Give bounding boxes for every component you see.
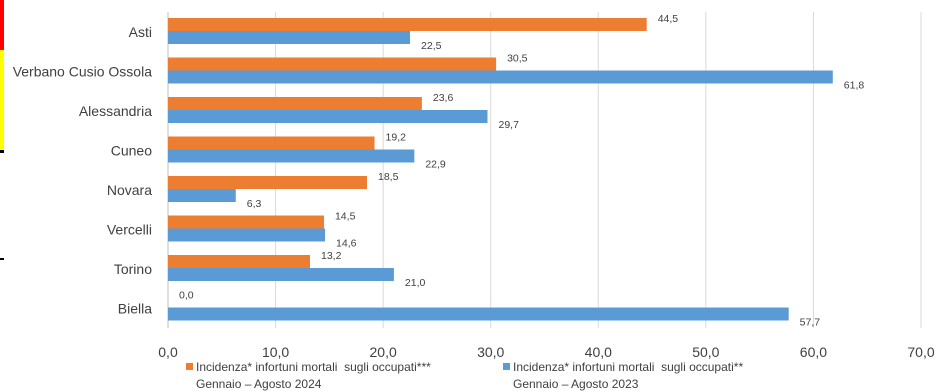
x-tick-label: 60,0: [800, 344, 827, 360]
data-label: 57,7: [800, 317, 821, 329]
legend-label: Incidenza* infortuni mortali sugli occup…: [513, 360, 743, 374]
data-label: 14,5: [335, 211, 356, 223]
bar-2023: [168, 31, 411, 44]
category-label: Torino: [114, 261, 152, 277]
bar-2024: [168, 176, 368, 189]
category-label: Cuneo: [111, 142, 152, 158]
bar-2024: [168, 97, 422, 110]
category-label: Verbano Cusio Ossola: [13, 63, 153, 79]
data-label: 13,2: [321, 250, 342, 262]
legend-period: Gennaio – Agosto 2024: [196, 377, 322, 391]
category-label: Alessandria: [79, 103, 152, 119]
bar-2023: [168, 268, 394, 281]
category-label: Biella: [118, 300, 152, 316]
data-label: 0,0: [179, 290, 194, 302]
legend-label: Incidenza* infortuni mortali sugli occup…: [196, 360, 431, 374]
data-label: 23,6: [433, 92, 454, 104]
data-label: 30,5: [507, 53, 528, 65]
category-label: Vercelli: [107, 221, 152, 237]
bar-2024: [168, 255, 310, 268]
bar-2023: [168, 70, 833, 84]
x-tick-label: 50,0: [692, 344, 719, 360]
x-tick-label: 20,0: [370, 344, 397, 360]
bar-2024: [168, 136, 375, 150]
bar-2024: [168, 57, 497, 71]
data-label: 18,5: [378, 171, 399, 183]
data-label: 29,7: [498, 119, 519, 131]
bar-2023: [168, 189, 236, 202]
data-label: 22,5: [421, 40, 442, 52]
legend-period: Gennaio – Agosto 2023: [513, 377, 639, 391]
data-label: 61,8: [844, 80, 865, 92]
edge-color-strip: [0, 0, 4, 391]
data-label: 14,6: [336, 238, 357, 250]
x-tick-label: 10,0: [262, 344, 289, 360]
x-tick-label: 40,0: [585, 344, 612, 360]
bar-2023: [168, 307, 789, 321]
x-tick-label: 70,0: [907, 344, 934, 360]
bar-2024: [168, 215, 324, 229]
bar-2023: [168, 110, 488, 123]
bar-2023: [168, 228, 326, 242]
data-label: 44,5: [658, 13, 679, 25]
bar-2023: [168, 149, 415, 163]
data-label: 19,2: [386, 132, 407, 144]
category-label: Asti: [129, 24, 152, 40]
data-label: 22,9: [425, 159, 446, 171]
x-tick-label: 0,0: [158, 344, 178, 360]
x-tick-label: 30,0: [477, 344, 504, 360]
legend-swatch: [503, 363, 510, 370]
data-label: 6,3: [247, 198, 262, 210]
category-label: Novara: [107, 182, 152, 198]
bar-2024: [168, 18, 647, 31]
data-label: 21,0: [405, 277, 426, 289]
legend-swatch: [186, 363, 193, 370]
